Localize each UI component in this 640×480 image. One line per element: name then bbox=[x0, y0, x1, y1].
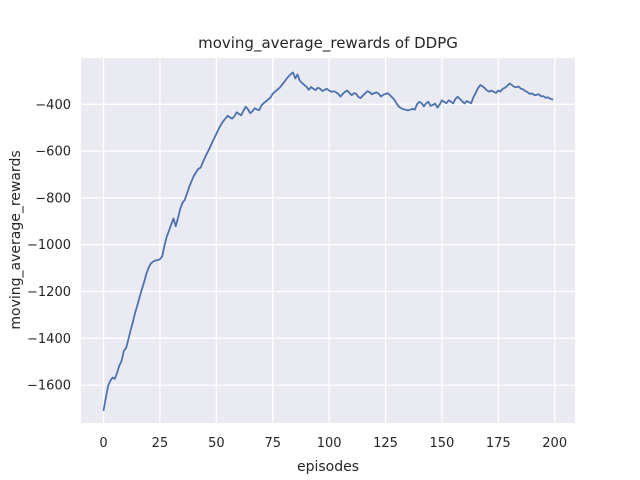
y-tick-label: −1600 bbox=[27, 379, 71, 394]
x-tick-label: 175 bbox=[486, 436, 511, 451]
x-tick-label: 75 bbox=[264, 436, 281, 451]
chart-title: moving_average_rewards of DDPG bbox=[198, 34, 458, 53]
gridlines bbox=[81, 58, 575, 423]
x-tick-label: 50 bbox=[208, 436, 225, 451]
reward-line bbox=[102, 71, 554, 412]
y-tick-label: −800 bbox=[35, 191, 71, 206]
y-tick-label: −1400 bbox=[27, 332, 71, 347]
x-tick-label: 0 bbox=[99, 436, 107, 451]
x-tick-labels: 0 25 50 75 100 125 150 175 200 bbox=[99, 436, 567, 451]
y-tick-label: −400 bbox=[35, 98, 71, 113]
x-tick-label: 150 bbox=[429, 436, 454, 451]
plot-area bbox=[81, 58, 575, 423]
y-tick-label: −600 bbox=[35, 145, 71, 160]
y-tick-label: −1000 bbox=[27, 238, 71, 253]
y-axis-label: moving_average_rewards bbox=[8, 150, 24, 329]
x-tick-label: 100 bbox=[317, 436, 342, 451]
x-tick-label: 200 bbox=[542, 436, 567, 451]
x-axis-label: episodes bbox=[297, 459, 359, 475]
x-tick-label: 25 bbox=[152, 436, 169, 451]
y-tick-label: −1200 bbox=[27, 285, 71, 300]
y-tick-labels: −400 −600 −800 −1000 −1200 −1400 −1600 bbox=[27, 98, 71, 394]
x-tick-label: 125 bbox=[373, 436, 398, 451]
